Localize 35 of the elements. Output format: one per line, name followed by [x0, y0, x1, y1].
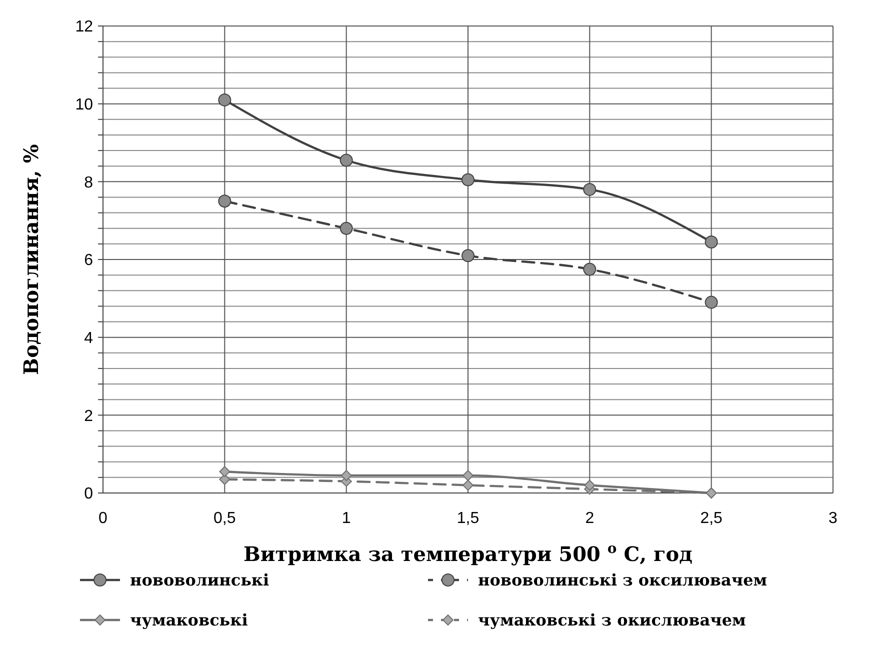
x-tick-label: 0,5 — [214, 510, 236, 527]
x-tick-label: 2 — [585, 510, 594, 527]
legend-label: нововолинські з оксилювачем — [478, 570, 768, 590]
legend-label: чумаковські з окислювачем — [478, 610, 746, 630]
y-tick-label: 12 — [75, 18, 94, 36]
y-tick-label: 8 — [84, 174, 94, 192]
y-tick-label: 2 — [84, 408, 94, 425]
x-tick-label: 1,5 — [456, 510, 480, 527]
x-tick-label: 3 — [828, 510, 838, 527]
point — [340, 154, 353, 167]
y-tick-label: 0 — [84, 486, 94, 503]
point — [219, 466, 230, 478]
y-axis-title: Водопоглинання, % — [19, 144, 43, 375]
point — [583, 182, 596, 196]
point — [462, 173, 474, 186]
x-tick-label: 0 — [98, 510, 108, 527]
point — [583, 262, 596, 276]
point — [218, 93, 232, 106]
point — [340, 222, 353, 235]
point — [340, 470, 352, 481]
x-axis-title: Витримка за температури 500 $^{o}$ С, год — [244, 541, 692, 566]
x-tick-label: 2,5 — [700, 510, 723, 527]
point — [462, 249, 474, 262]
y-tick-label: 10 — [75, 96, 94, 114]
y-tick-label: 4 — [84, 330, 94, 347]
point — [462, 480, 474, 491]
point — [704, 235, 718, 248]
point — [704, 296, 718, 309]
y-tick-label: 6 — [84, 252, 94, 270]
point — [462, 470, 474, 481]
point — [218, 194, 232, 208]
x-tick-label: 1 — [342, 510, 351, 527]
legend-label: нововолинські — [130, 570, 270, 590]
point — [584, 480, 596, 491]
legend-label: чумаковські — [130, 610, 248, 630]
